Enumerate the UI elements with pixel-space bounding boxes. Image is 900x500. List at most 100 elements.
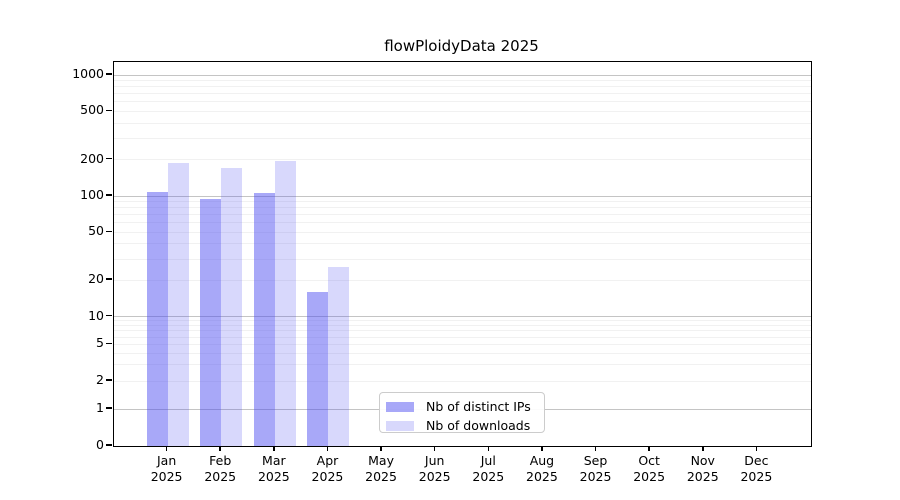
- y-tick-mark: [106, 109, 112, 112]
- x-tick-year: 2025: [472, 469, 505, 484]
- gridline-minor: [114, 86, 811, 88]
- x-tick-label-jun: Jun 2025: [395, 453, 475, 485]
- gridline-minor: [114, 122, 811, 124]
- bar-distinct-ips-jan: [146, 191, 168, 446]
- gridline-major: [114, 316, 811, 317]
- x-tick-month: Sep: [583, 453, 608, 468]
- bar-downloads-mar: [274, 160, 296, 446]
- gridline-minor: [114, 93, 811, 95]
- y-tick-mark: [106, 342, 112, 345]
- y-tick-label: 1: [96, 400, 104, 415]
- gridline-minor: [114, 110, 811, 112]
- y-tick-label: 20: [88, 271, 104, 287]
- x-tick-label-dec: Dec 2025: [716, 453, 796, 485]
- x-tick-month: Dec: [744, 453, 769, 468]
- bar-distinct-ips-feb: [200, 199, 222, 446]
- x-tick-label-nov: Nov 2025: [663, 453, 743, 485]
- gridline-minor: [114, 364, 811, 366]
- legend: Nb of distinct IPs Nb of downloads: [379, 392, 545, 433]
- x-tick-mark: [273, 446, 275, 451]
- x-tick-label-feb: Feb 2025: [180, 453, 260, 485]
- y-tick-label: 50: [88, 223, 104, 239]
- y-tick-mark: [106, 407, 112, 409]
- gridline-minor: [114, 330, 811, 332]
- gridline-minor: [114, 336, 811, 338]
- x-tick-month: Nov: [690, 453, 715, 468]
- y-tick-mark: [106, 157, 112, 160]
- x-tick-year: 2025: [740, 469, 773, 484]
- x-tick-label-jan: Jan 2025: [127, 453, 207, 485]
- x-tick-month: Aug: [529, 453, 555, 468]
- x-tick-mark: [165, 446, 168, 451]
- gridline-minor: [114, 324, 811, 326]
- x-tick-mark: [702, 446, 704, 451]
- x-tick-mark: [326, 446, 329, 451]
- x-tick-mark: [594, 446, 597, 451]
- x-tick-label-jul: Jul 2025: [448, 453, 528, 485]
- x-tick-year: 2025: [686, 469, 719, 484]
- y-tick-mark: [106, 278, 112, 280]
- x-tick-month: Mar: [262, 453, 286, 468]
- gridline-minor: [114, 231, 811, 233]
- x-tick-year: 2025: [579, 469, 612, 484]
- y-tick-label: 200: [80, 150, 104, 166]
- x-tick-month: May: [368, 453, 394, 468]
- x-tick-month: Feb: [209, 453, 232, 468]
- gridline-major: [114, 74, 811, 76]
- x-tick-year: 2025: [257, 469, 290, 484]
- gridline-minor: [114, 243, 811, 245]
- gridline-major: [114, 195, 811, 197]
- x-tick-label-may: May 2025: [341, 453, 421, 485]
- x-tick-mark: [219, 446, 221, 451]
- x-tick-year: 2025: [150, 469, 183, 484]
- bar-downloads-apr: [328, 266, 350, 446]
- x-tick-label-mar: Mar 2025: [234, 453, 314, 485]
- x-tick-mark: [648, 446, 650, 451]
- bar-downloads-feb: [221, 167, 243, 446]
- legend-label-distinct-ips: Nb of distinct IPs: [426, 399, 531, 414]
- y-tick-label: 5: [96, 335, 104, 351]
- gridline-minor: [114, 320, 811, 322]
- gridline-minor: [114, 214, 811, 216]
- bar-downloads-jan: [167, 162, 189, 446]
- y-tick-mark: [106, 314, 112, 317]
- chart-title: flowPloidyData 2025: [384, 37, 539, 55]
- gridline-minor: [114, 352, 811, 354]
- y-tick-mark: [106, 444, 112, 446]
- gridline-minor: [114, 279, 811, 281]
- gridline-minor: [114, 159, 811, 161]
- gridline-minor: [114, 101, 811, 103]
- gridline-minor: [114, 201, 811, 202]
- x-tick-year: 2025: [633, 469, 666, 484]
- legend-swatch-distinct-ips: [386, 401, 414, 412]
- x-tick-month: Jul: [480, 453, 496, 468]
- x-tick-mark: [433, 446, 436, 451]
- y-tick-label: 2: [96, 372, 104, 388]
- y-tick-label: 0: [96, 437, 104, 452]
- gridline-minor: [114, 222, 811, 224]
- y-tick-mark: [106, 73, 112, 75]
- gridline-minor: [114, 258, 811, 260]
- gridline-minor: [114, 343, 811, 345]
- x-tick-month: Apr: [316, 453, 339, 468]
- legend-swatch-downloads: [386, 420, 414, 431]
- bar-distinct-ips-mar: [253, 193, 275, 446]
- gridline-minor: [114, 80, 811, 82]
- x-tick-year: 2025: [418, 469, 451, 484]
- x-tick-year: 2025: [526, 469, 558, 484]
- y-tick-label: 100: [80, 187, 104, 202]
- x-tick-mark: [487, 446, 490, 451]
- x-tick-label-sep: Sep 2025: [556, 453, 636, 485]
- x-tick-label-aug: Aug 2025: [502, 453, 582, 485]
- y-tick-label: 500: [80, 102, 104, 118]
- gridline-minor: [114, 380, 811, 382]
- x-tick-month: Oct: [638, 453, 660, 468]
- x-tick-label-oct: Oct 2025: [609, 453, 689, 485]
- y-tick-mark: [106, 230, 112, 233]
- gridline-minor: [114, 207, 811, 209]
- x-tick-mark: [755, 446, 758, 451]
- x-tick-mark: [541, 446, 543, 451]
- y-tick-mark: [106, 194, 112, 196]
- x-tick-year: 2025: [311, 469, 344, 484]
